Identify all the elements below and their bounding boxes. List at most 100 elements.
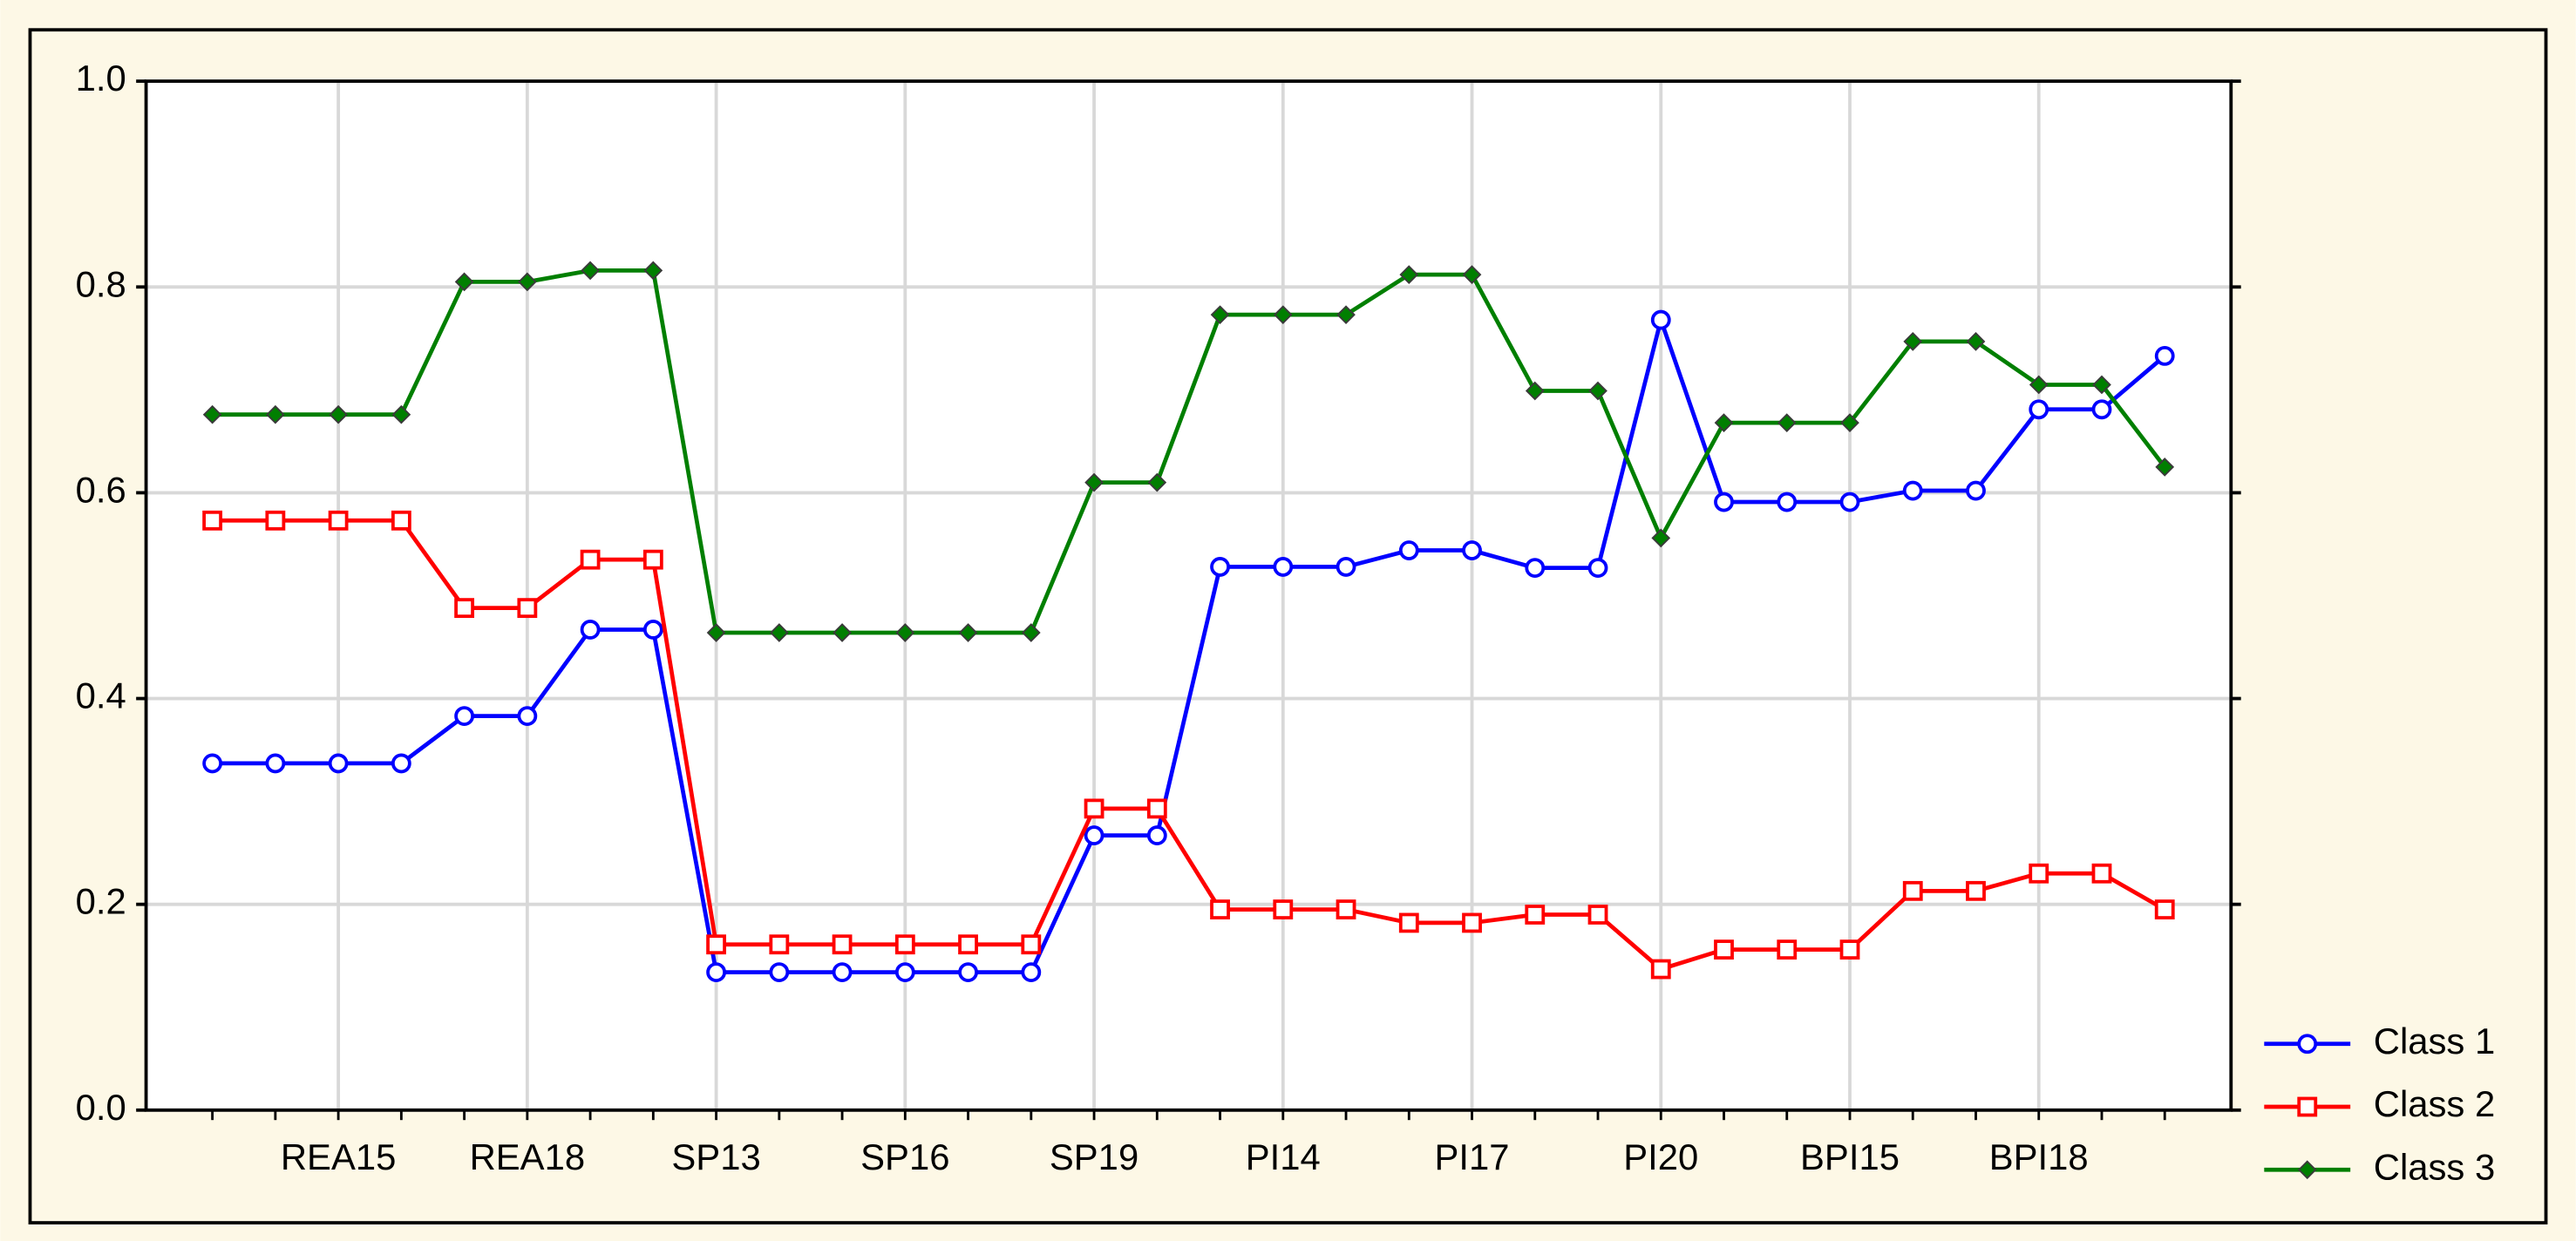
- point: [202, 404, 222, 424]
- point: [1210, 557, 1230, 577]
- point: [769, 962, 790, 983]
- point: [894, 962, 915, 983]
- point: [895, 623, 915, 642]
- point: [1714, 413, 1734, 432]
- x-tick-label: SP19: [1050, 1136, 1138, 1177]
- point: [1146, 825, 1167, 845]
- point: [2297, 1096, 2318, 1117]
- point: [329, 404, 348, 424]
- point: [1650, 959, 1671, 980]
- point: [2297, 1160, 2317, 1180]
- point: [1840, 413, 1859, 432]
- point: [265, 510, 286, 531]
- point: [643, 261, 663, 281]
- point: [1714, 492, 1734, 512]
- x-tick-label: PI17: [1435, 1136, 1510, 1177]
- point: [2029, 375, 2049, 395]
- point: [2154, 345, 2175, 366]
- plot-border: [144, 79, 2233, 1112]
- point: [1021, 623, 1041, 642]
- point: [266, 404, 285, 424]
- point: [1336, 305, 1356, 325]
- point: [1399, 265, 1419, 284]
- x-tick-label: BPI15: [1800, 1136, 1900, 1177]
- point: [1966, 480, 1986, 501]
- series-group: [202, 261, 2175, 983]
- point: [706, 623, 726, 642]
- plot-area: [146, 81, 2232, 1110]
- point: [517, 272, 537, 292]
- point: [1147, 472, 1167, 492]
- point: [454, 706, 475, 727]
- frame: [28, 28, 2548, 1224]
- point: [1336, 557, 1356, 577]
- y-tick-label: 0.6: [76, 469, 126, 510]
- point: [2091, 399, 2112, 420]
- point: [581, 261, 600, 281]
- point: [958, 934, 978, 955]
- series-line: [212, 268, 2167, 635]
- point: [1525, 905, 1546, 925]
- point: [1462, 265, 1482, 284]
- x-tick-label: SP16: [860, 1136, 949, 1177]
- x-tick-label: SP13: [671, 1136, 760, 1177]
- point: [2029, 399, 2049, 420]
- point: [1398, 540, 1419, 560]
- point: [1587, 558, 1608, 579]
- point: [2297, 1034, 2318, 1055]
- point: [2092, 375, 2111, 395]
- point: [1525, 558, 1546, 579]
- point: [1777, 492, 1798, 512]
- point: [832, 934, 853, 955]
- point: [1084, 825, 1104, 845]
- point: [580, 620, 601, 640]
- point: [1210, 899, 1230, 919]
- legend-label: Class 1: [2374, 1021, 2495, 1061]
- point: [706, 962, 726, 983]
- point: [1525, 381, 1545, 401]
- point: [1839, 939, 1860, 960]
- x-tick-label: BPI18: [1989, 1136, 2089, 1177]
- point: [642, 620, 663, 640]
- point: [1650, 309, 1671, 330]
- x-tick-label: PI14: [1246, 1136, 1321, 1177]
- point: [1966, 332, 1986, 351]
- point: [706, 934, 726, 955]
- point: [894, 934, 915, 955]
- point: [1021, 934, 1042, 955]
- legend-label: Class 2: [2374, 1083, 2495, 1124]
- series-line: [212, 518, 2166, 972]
- point: [958, 962, 978, 983]
- point: [265, 753, 286, 774]
- x-tick-label: REA15: [281, 1136, 396, 1177]
- x-tick-label: REA18: [470, 1136, 585, 1177]
- point: [833, 623, 852, 642]
- point: [2155, 458, 2175, 477]
- y-tick-label: 0.2: [76, 881, 126, 922]
- legend-label: Class 3: [2374, 1146, 2495, 1187]
- point: [2091, 863, 2112, 884]
- point: [1462, 912, 1482, 933]
- point: [1966, 880, 1986, 901]
- y-tick-label: 0.0: [76, 1087, 126, 1128]
- point: [1903, 332, 1923, 351]
- point: [1839, 492, 1860, 512]
- point: [1902, 480, 1923, 501]
- point: [454, 598, 475, 619]
- point: [832, 962, 853, 983]
- point: [1210, 305, 1230, 325]
- x-tick-label: PI20: [1623, 1136, 1698, 1177]
- point: [1651, 528, 1671, 548]
- point: [1777, 939, 1798, 960]
- point: [1021, 962, 1042, 983]
- point: [2154, 899, 2175, 919]
- point: [391, 510, 411, 531]
- point: [1273, 305, 1293, 325]
- point: [391, 753, 411, 774]
- point: [328, 510, 349, 531]
- point: [454, 272, 474, 292]
- point: [1902, 880, 1923, 901]
- point: [1777, 413, 1797, 432]
